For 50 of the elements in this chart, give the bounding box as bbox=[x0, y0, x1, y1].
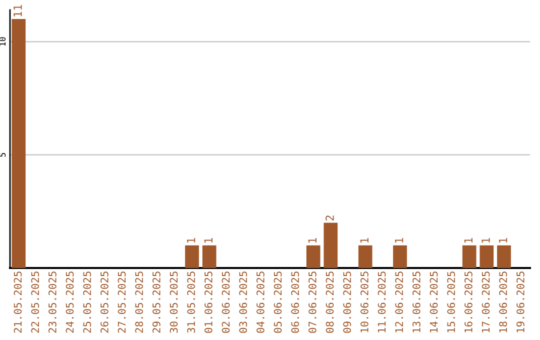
x-tick-label: 12.06.2025 bbox=[395, 272, 404, 332]
x-tick-label: 06.06.2025 bbox=[291, 272, 300, 333]
x-tick-label: 13.06.2025 bbox=[412, 272, 420, 332]
data-label: 1 bbox=[394, 238, 404, 243]
bar bbox=[358, 245, 372, 268]
data-label: 2 bbox=[326, 216, 334, 221]
x-tick-label: 10.06.2025 bbox=[360, 272, 368, 332]
x-tick-label: 16.06.2025 bbox=[464, 272, 472, 332]
x-tick-label: 09.06.2025 bbox=[343, 272, 352, 333]
bar bbox=[462, 245, 476, 268]
bar bbox=[185, 245, 199, 268]
x-tick-label: 27.05.2025 bbox=[118, 272, 126, 333]
x-tick-label: 03.06.2025 bbox=[239, 272, 248, 333]
data-label: 1 bbox=[498, 238, 508, 243]
x-tick-label: 04.06.2025 bbox=[256, 272, 264, 333]
x-tick-label: 21.05.2025 bbox=[14, 272, 22, 333]
x-tick-label: 07.06.2025 bbox=[308, 272, 316, 333]
x-tick-label: 11.06.2025 bbox=[378, 272, 386, 332]
x-tick-label: 23.05.2025 bbox=[48, 272, 56, 333]
bar bbox=[480, 245, 494, 268]
x-tick-label: 26.05.2025 bbox=[100, 272, 108, 333]
bar bbox=[393, 245, 407, 268]
x-tick-label: 31.05.2025 bbox=[187, 272, 196, 333]
data-label: 1 bbox=[186, 238, 196, 243]
data-label: 1 bbox=[464, 238, 472, 243]
bar bbox=[497, 245, 511, 268]
x-tick-label: 05.06.2025 bbox=[274, 272, 282, 333]
x-tick-label: 14.06.2025 bbox=[430, 272, 438, 332]
data-label: 1 bbox=[360, 238, 368, 243]
x-tick-label: 24.05.2025 bbox=[66, 272, 74, 333]
x-tick-label: 18.06.2025 bbox=[499, 272, 508, 332]
x-tick-label: 25.05.2025 bbox=[83, 272, 92, 333]
x-tick-label: 29.05.2025 bbox=[152, 272, 160, 333]
data-label: 11 bbox=[14, 5, 22, 16]
x-tick-label: 19.06.2025 bbox=[516, 272, 524, 332]
x-tick-label: 01.06.2025 bbox=[204, 272, 212, 333]
data-label: 1 bbox=[204, 238, 212, 243]
x-tick-label: 30.05.2025 bbox=[170, 272, 178, 333]
bar bbox=[306, 245, 320, 268]
x-tick-label: 02.06.2025 bbox=[222, 272, 230, 333]
x-tick-label: 22.05.2025 bbox=[31, 272, 40, 333]
x-tick-label: 28.05.2025 bbox=[135, 272, 144, 333]
x-tick-label: 15.06.2025 bbox=[447, 272, 456, 332]
data-label: 1 bbox=[308, 238, 316, 243]
x-tick-label: 17.06.2025 bbox=[482, 272, 490, 332]
x-tick-label: 08.06.2025 bbox=[326, 272, 334, 333]
bar bbox=[12, 19, 26, 268]
bar bbox=[324, 222, 338, 268]
bar bbox=[202, 245, 216, 268]
data-label: 1 bbox=[482, 238, 490, 243]
